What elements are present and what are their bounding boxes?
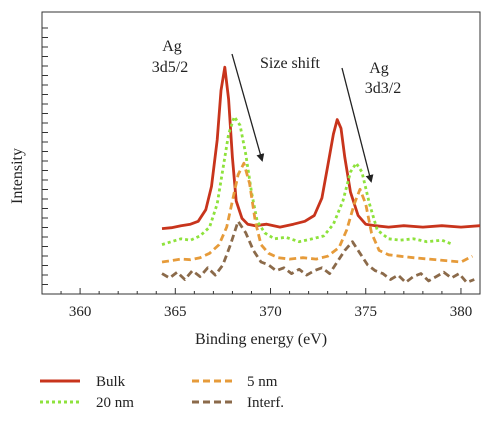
legend-label-20nm: 20 nm	[96, 395, 134, 411]
shift-arrow-left	[231, 53, 265, 162]
x-tick-label-1: 365	[164, 304, 187, 320]
plot-frame	[41, 11, 481, 295]
series-line-bulk	[161, 65, 481, 230]
shift-arrow-right	[341, 67, 374, 183]
legend: Bulk 20 nm 5 nm Interf.	[40, 374, 284, 411]
annotation-peak1-line2: 3d5/2	[152, 59, 188, 76]
x-tick-label-4: 380	[450, 304, 473, 320]
annotation-peak1-line1: Ag	[162, 38, 182, 55]
x-axis-label: Binding energy (eV)	[195, 331, 327, 348]
series-line-5-nm	[161, 161, 474, 264]
series-line-20-nm	[161, 115, 454, 246]
annotation-peak2-line2: 3d3/2	[365, 80, 401, 97]
series-group	[161, 65, 481, 284]
annotation-size-shift: Size shift	[260, 55, 321, 72]
x-tick-label-2: 370	[259, 304, 282, 320]
legend-label-bulk: Bulk	[96, 374, 126, 390]
legend-label-5nm: 5 nm	[247, 374, 278, 390]
x-tick-label-3: 375	[354, 304, 377, 320]
y-axis-label: Intensity	[9, 148, 26, 204]
x-axis-ticks: 360 365 370 375 380	[41, 288, 481, 320]
annotation-peak2-line1: Ag	[369, 60, 389, 77]
x-tick-label-0: 360	[69, 304, 92, 320]
y-axis-ticks	[42, 27, 48, 285]
series-line-interf	[161, 219, 475, 284]
legend-label-interf: Interf.	[247, 395, 284, 411]
